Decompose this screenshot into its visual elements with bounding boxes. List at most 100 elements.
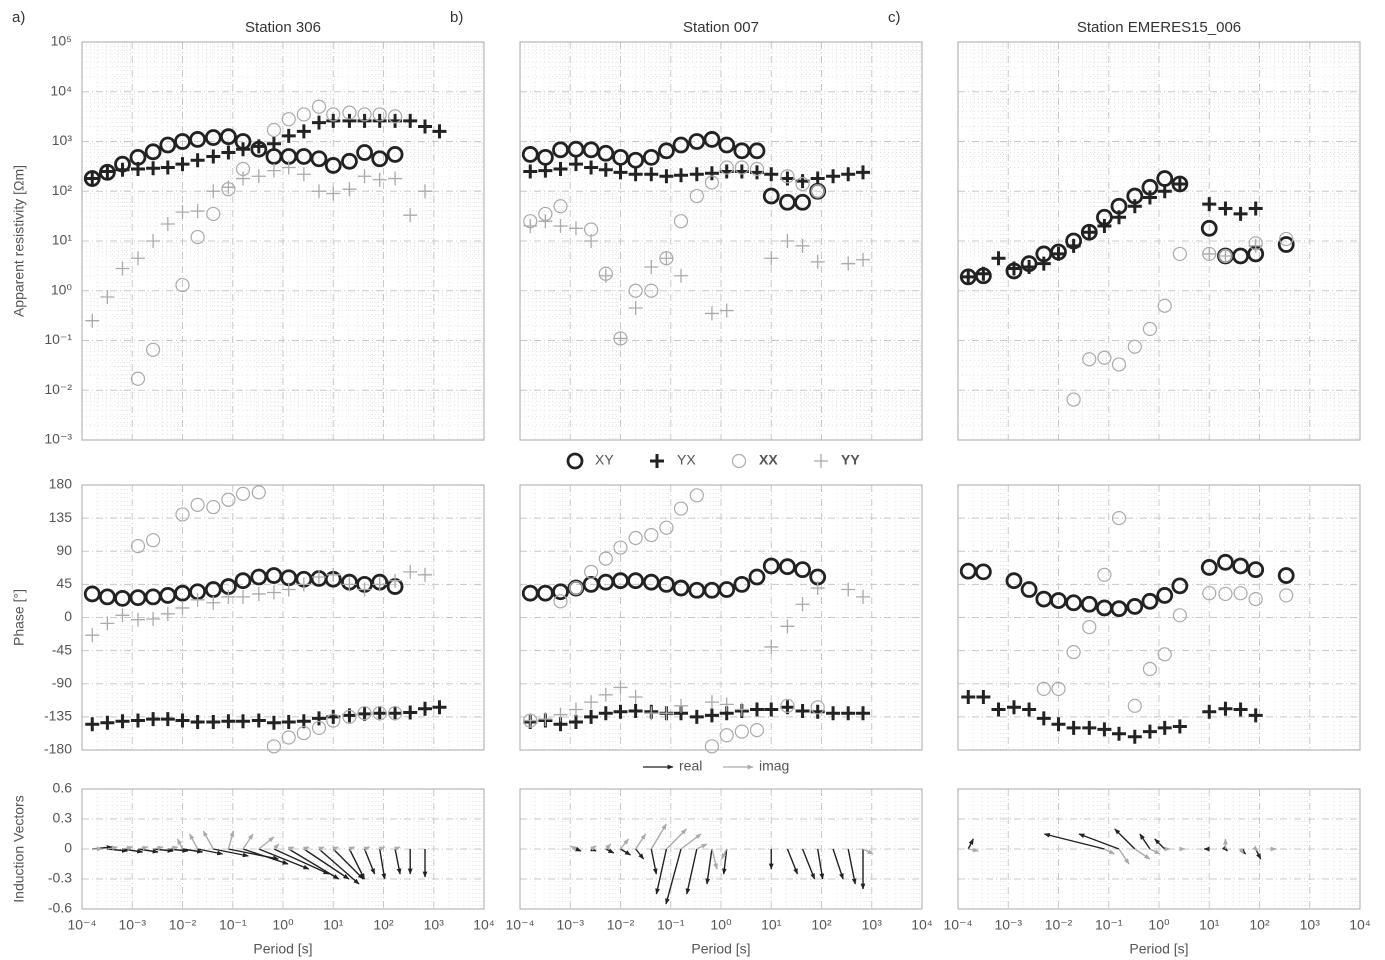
marker-circle — [733, 142, 751, 160]
induction-arrow — [332, 846, 339, 852]
marker-plus — [841, 167, 856, 182]
marker-plus — [764, 251, 779, 266]
marker-plus — [130, 162, 145, 177]
marker-circle — [749, 723, 765, 738]
induction-arrow — [1043, 832, 1105, 850]
marker-circle — [1141, 592, 1159, 610]
marker-plus — [236, 714, 251, 729]
marker-plus — [810, 171, 825, 186]
y-tick-label: 10² — [52, 182, 73, 198]
marker-plus — [403, 705, 418, 720]
marker-plus — [1022, 260, 1037, 275]
marker-circle — [642, 148, 660, 166]
marker-plus — [1112, 726, 1127, 741]
marker-circle — [144, 588, 162, 606]
marker-plus — [613, 331, 628, 346]
induction-arrow — [348, 848, 366, 880]
marker-circle — [310, 150, 328, 168]
marker-circle — [234, 572, 252, 590]
marker-circle — [371, 150, 389, 168]
induction-arrow — [258, 836, 275, 850]
marker-plus — [1051, 246, 1066, 261]
marker-plus — [236, 142, 251, 157]
marker-plus — [704, 695, 719, 710]
induction-arrow — [967, 838, 974, 850]
induction-arrow — [394, 846, 401, 852]
marker-circle — [1248, 591, 1263, 607]
marker-circle — [204, 129, 222, 146]
marker-plus — [991, 251, 1006, 266]
marker-circle — [190, 229, 205, 245]
x-axis-label: Period [s] — [691, 941, 750, 957]
marker-plus — [553, 219, 568, 234]
x-tick-label: 10⁻⁴ — [506, 917, 535, 933]
legend-label: YY — [841, 452, 860, 468]
marker-plus — [704, 166, 719, 181]
marker-plus — [628, 301, 643, 316]
marker-plus — [1248, 201, 1263, 216]
induction-arrow — [1078, 833, 1120, 850]
marker-plus — [251, 169, 266, 184]
marker-circle — [598, 551, 613, 566]
marker-plus — [644, 260, 659, 275]
marker-circle — [357, 107, 372, 122]
marker-plus — [311, 711, 326, 726]
marker-plus — [357, 706, 372, 721]
induction-arrow — [288, 848, 340, 880]
marker-plus — [432, 700, 447, 715]
marker-plus — [372, 577, 387, 592]
marker-circle — [1277, 567, 1295, 584]
induction-arrow — [258, 848, 310, 870]
marker-plus — [100, 164, 115, 179]
induction-arrow — [137, 848, 159, 854]
marker-plus — [190, 153, 205, 168]
marker-circle — [568, 580, 584, 596]
marker-plus — [1127, 199, 1142, 214]
marker-circle — [1279, 588, 1294, 603]
marker-plus — [266, 163, 281, 178]
marker-plus — [976, 266, 991, 281]
marker-circle — [1200, 559, 1218, 576]
marker-plus — [296, 124, 311, 139]
marker-plus — [418, 184, 433, 199]
marker-plus — [584, 709, 599, 724]
marker-circle — [265, 567, 283, 584]
x-tick-label: 10⁻³ — [994, 917, 1022, 933]
induction-arrow — [189, 833, 199, 850]
marker-circle — [1172, 246, 1187, 262]
induction-arrow — [1104, 848, 1115, 855]
marker-plus — [795, 703, 810, 718]
marker-circle — [780, 698, 795, 713]
marker-circle — [281, 730, 296, 745]
marker-plus — [206, 715, 221, 730]
y-tick-label: 10⁰ — [51, 281, 73, 297]
y-tick-label: -0.6 — [48, 900, 72, 916]
x-tick-label: 10⁻¹ — [657, 917, 685, 933]
marker-plus — [976, 690, 991, 704]
marker-plus — [311, 115, 326, 130]
marker-circle — [129, 589, 147, 607]
x-tick-label: 10¹ — [323, 917, 344, 933]
marker-plus — [856, 706, 871, 721]
marker-plus — [523, 164, 538, 179]
marker-plus — [236, 171, 251, 186]
marker-plus — [538, 712, 553, 727]
marker-plus — [130, 713, 145, 728]
marker-plus — [221, 589, 236, 604]
induction-arrow — [242, 848, 289, 865]
marker-plus — [1006, 700, 1021, 715]
marker-circle — [749, 161, 765, 177]
induction-arrow — [363, 846, 371, 852]
marker-circle — [221, 492, 236, 507]
marker-plus — [206, 149, 221, 164]
marker-plus — [342, 182, 357, 197]
induction-arrow — [696, 843, 708, 850]
panel-label: c) — [888, 9, 901, 26]
induction-arrow — [213, 848, 249, 858]
marker-circle — [175, 277, 190, 293]
induction-arrow — [202, 830, 214, 850]
induction-arrow — [685, 848, 698, 895]
marker-plus — [841, 256, 856, 271]
marker-plus — [236, 589, 251, 604]
marker-circle — [1156, 587, 1174, 604]
